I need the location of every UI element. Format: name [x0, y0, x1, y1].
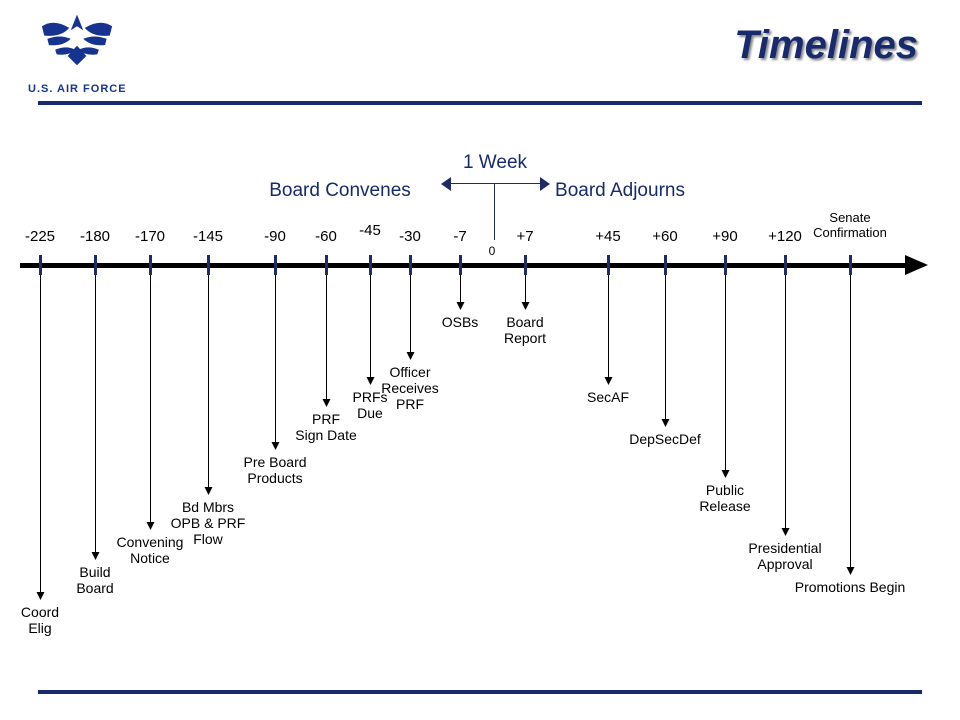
axis-tick-label: -30 — [399, 228, 421, 245]
event-drop-arrow-icon — [662, 419, 670, 427]
axis-tick-label: -90 — [264, 228, 286, 245]
axis-tick-label: +90 — [712, 228, 737, 245]
axis-tick — [369, 255, 372, 275]
page-title: Timelines — [734, 23, 918, 68]
axis-tick — [325, 255, 328, 275]
axis-tick — [664, 255, 667, 275]
event-drop-line — [275, 275, 276, 442]
one-week-arrow-left-icon — [441, 177, 451, 191]
axis-tick-label: +120 — [768, 228, 802, 245]
axis-tick-label: Senate Confirmation — [813, 210, 887, 240]
axis-tick — [849, 255, 852, 275]
event-label: Coord Elig — [21, 604, 59, 636]
event-label: PRF Sign Date — [295, 411, 356, 443]
event-drop-arrow-icon — [847, 567, 855, 575]
axis-tick-label: -45 — [359, 222, 381, 239]
event-label: Bd Mbrs OPB & PRF Flow — [171, 499, 246, 547]
air-force-logo-icon — [38, 10, 116, 66]
axis-tick — [149, 255, 152, 275]
event-label: DepSecDef — [629, 431, 701, 447]
axis-zero-label: 0 — [489, 244, 496, 258]
event-drop-arrow-icon — [147, 522, 155, 530]
event-drop-line — [608, 275, 609, 377]
event-drop-line — [460, 275, 461, 302]
timeline-axis — [20, 263, 905, 268]
axis-tick-label: -60 — [315, 228, 337, 245]
board-convenes-label: Board Convenes — [269, 180, 411, 202]
axis-tick-label: -225 — [25, 228, 55, 245]
event-label: Presidential Approval — [748, 540, 821, 572]
axis-tick — [459, 255, 462, 275]
logo-text: U.S. AIR FORCE — [28, 83, 127, 95]
event-label: Officer Receives PRF — [381, 364, 439, 412]
header-rule — [38, 101, 922, 105]
footer-rule — [38, 690, 922, 694]
event-drop-arrow-icon — [522, 302, 530, 310]
event-label: OSBs — [442, 314, 479, 330]
one-week-connector — [494, 183, 495, 240]
event-drop-line — [150, 275, 151, 522]
axis-tick — [39, 255, 42, 275]
axis-tick — [409, 255, 412, 275]
axis-tick-label: +45 — [595, 228, 620, 245]
event-drop-line — [725, 275, 726, 470]
axis-tick — [274, 255, 277, 275]
event-drop-line — [785, 275, 786, 528]
axis-tick-label: -7 — [453, 228, 466, 245]
event-label: Board Report — [504, 314, 546, 346]
axis-tick-label: +60 — [652, 228, 677, 245]
axis-tick — [94, 255, 97, 275]
stage: Timelines U.S. AIR FORCE Board Convenes Boa… — [0, 0, 960, 720]
event-drop-line — [40, 275, 41, 592]
axis-tick-label: -170 — [135, 228, 165, 245]
event-label: Pre Board Products — [243, 454, 306, 486]
event-drop-line — [410, 275, 411, 352]
event-drop-line — [525, 275, 526, 302]
event-drop-arrow-icon — [457, 302, 465, 310]
event-drop-line — [95, 275, 96, 552]
event-drop-arrow-icon — [407, 352, 415, 360]
axis-tick — [784, 255, 787, 275]
axis-tick — [207, 255, 210, 275]
axis-tick-label: -145 — [193, 228, 223, 245]
event-drop-arrow-icon — [782, 528, 790, 536]
event-drop-arrow-icon — [367, 377, 375, 385]
event-drop-line — [326, 275, 327, 399]
event-drop-arrow-icon — [272, 442, 280, 450]
timeline-axis-arrow-icon — [905, 255, 928, 275]
event-drop-arrow-icon — [37, 592, 45, 600]
axis-tick — [524, 255, 527, 275]
event-label: SecAF — [587, 389, 629, 405]
axis-tick-label: +7 — [516, 228, 533, 245]
event-drop-line — [370, 275, 371, 377]
event-drop-line — [208, 275, 209, 487]
axis-tick-label: -180 — [80, 228, 110, 245]
event-label: Build Board — [76, 564, 113, 596]
board-adjourns-label: Board Adjourns — [555, 180, 685, 202]
axis-tick — [724, 255, 727, 275]
event-label: Public Release — [699, 482, 750, 514]
event-drop-arrow-icon — [722, 470, 730, 478]
event-drop-arrow-icon — [323, 399, 331, 407]
event-drop-arrow-icon — [605, 377, 613, 385]
one-week-arrow-right-icon — [540, 177, 550, 191]
event-drop-line — [665, 275, 666, 419]
event-drop-arrow-icon — [205, 487, 213, 495]
event-drop-line — [850, 275, 851, 567]
one-week-label: 1 Week — [463, 152, 527, 174]
event-drop-arrow-icon — [92, 552, 100, 560]
event-label: Promotions Begin — [795, 579, 906, 595]
axis-tick — [607, 255, 610, 275]
